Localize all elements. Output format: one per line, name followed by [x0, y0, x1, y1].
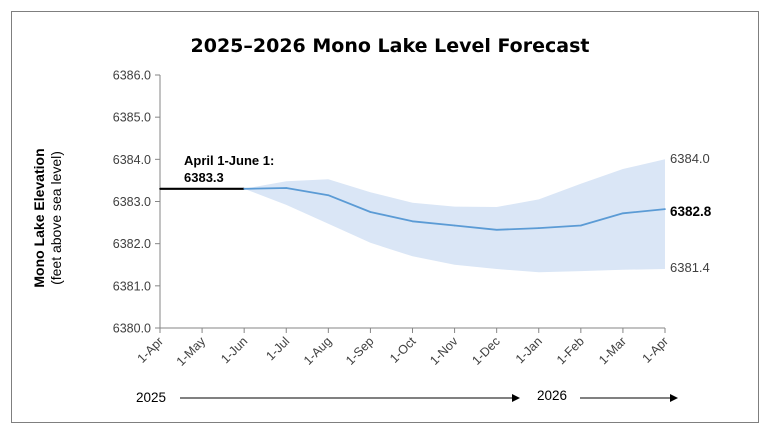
y-axis-title: Mono Lake Elevation	[31, 148, 47, 287]
data-point-observed	[159, 188, 161, 190]
data-point-observed	[201, 188, 203, 190]
series-layer	[159, 187, 666, 231]
y-tick-label: 6384.0	[113, 153, 151, 167]
y-tick-labels: 6380.0 6381.0 6382.0 6383.0 6384.0 6385.0 6386…	[113, 69, 151, 336]
x-tick-label: 1-Dec	[469, 334, 502, 367]
x-tick-labels: 1-Apr 1-May 1-Jun 1-Jul 1-Aug 1-Sep 1-Oct 1-Nov…	[135, 334, 672, 369]
y-axis-label: Mono Lake Elevation (feet above sea leve…	[31, 148, 64, 287]
annotation-line-1: April 1-June 1:	[184, 153, 274, 168]
data-point-forecast-median	[327, 194, 330, 196]
data-point-forecast-median	[369, 211, 372, 213]
year-label-2025: 2025	[136, 390, 166, 405]
forecast-range-layer	[244, 159, 665, 273]
data-point-forecast-median	[580, 224, 582, 227]
annotation-line-2: 6383.3	[184, 170, 224, 185]
x-tick-label: 1-Mar	[596, 334, 629, 367]
chart-title: 2025–2026 Mono Lake Level Forecast	[191, 35, 590, 57]
forecast-range-band	[244, 159, 665, 273]
data-point-forecast-median	[411, 220, 414, 223]
x-tick-label: 1-Apr	[135, 334, 167, 366]
x-tick-label: 1-Oct	[387, 334, 419, 366]
data-point-forecast-median	[537, 227, 540, 229]
y-tick-label: 6382.0	[113, 237, 151, 251]
axes-layer	[155, 74, 666, 333]
end-labels: 6384.0 6382.8 6381.4	[670, 151, 712, 275]
data-point-forecast-median	[664, 208, 666, 210]
y-tick-label: 6380.0	[113, 322, 151, 336]
data-point-forecast-median	[285, 187, 288, 189]
x-tick-label: 1-Jul	[263, 334, 292, 363]
y-tick-label: 6386.0	[113, 69, 151, 83]
x-tick-label: 1-Aug	[301, 334, 335, 368]
y-axis-subtitle: (feet above sea level)	[48, 151, 64, 285]
year-axis: 2025 2026	[136, 388, 678, 405]
data-point-forecast-median	[453, 224, 456, 227]
x-tick-label: 1-May	[174, 334, 209, 369]
year-label-2026: 2026	[537, 388, 567, 403]
data-point-forecast-median	[622, 212, 624, 215]
observed-annotation: April 1-June 1: 6383.3	[184, 153, 274, 185]
x-tick-label: 1-Sep	[343, 334, 377, 368]
x-tick-label: 1-Apr	[640, 334, 672, 366]
y-tick-label: 6383.0	[113, 195, 151, 209]
end-label-median: 6382.8	[670, 204, 712, 219]
y-tick-label: 6385.0	[113, 111, 151, 125]
x-tick-label: 1-Nov	[427, 334, 461, 368]
y-tick-label: 6381.0	[113, 279, 151, 293]
x-tick-label: 1-Jun	[218, 334, 250, 366]
data-point-forecast-median	[495, 228, 498, 231]
x-tick-label: 1-Jan	[513, 334, 545, 366]
end-label-lower: 6381.4	[670, 260, 710, 275]
x-tick-label: 1-Feb	[554, 334, 587, 367]
data-point-forecast-median	[243, 188, 245, 190]
end-label-upper: 6384.0	[670, 151, 710, 166]
